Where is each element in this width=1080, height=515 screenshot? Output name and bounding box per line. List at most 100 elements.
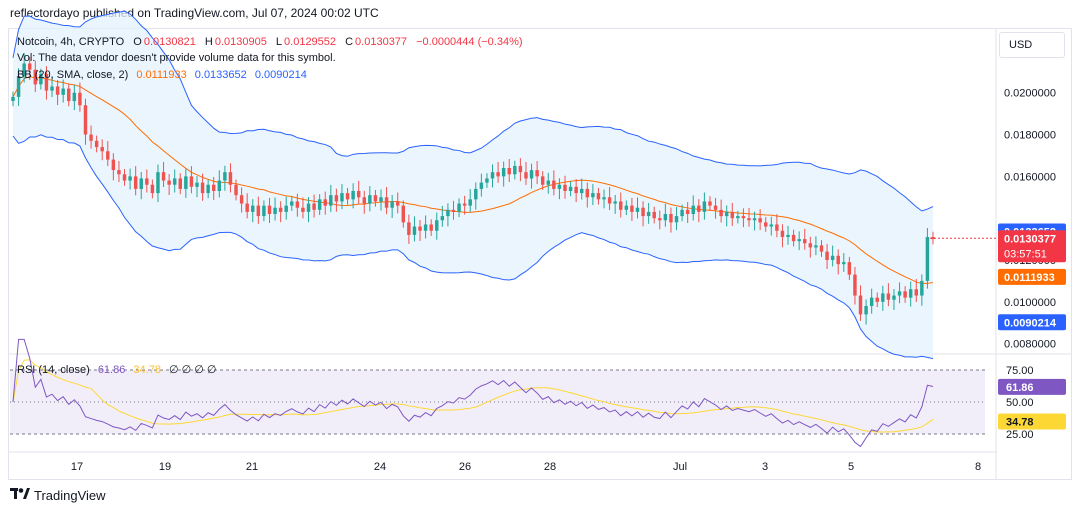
candle-body	[150, 184, 155, 194]
bb-lower-line	[12, 134, 934, 360]
open-value: 0.0130821	[143, 36, 196, 48]
candle-body	[412, 226, 417, 235]
candle	[273, 197, 277, 221]
candle	[167, 174, 171, 195]
price-tick-label: 0.0200000	[1004, 88, 1056, 100]
candle	[563, 175, 567, 199]
candle-body	[111, 159, 116, 171]
candle	[278, 201, 283, 223]
candles	[11, 53, 935, 325]
candle-body	[602, 197, 606, 200]
candle-body	[435, 220, 439, 231]
candle	[635, 197, 640, 219]
candle	[345, 187, 350, 205]
candle-body	[546, 180, 551, 185]
candle	[752, 211, 757, 231]
candle	[184, 168, 188, 198]
candle-body	[167, 180, 171, 185]
candle	[741, 208, 746, 228]
candle-body	[591, 193, 595, 198]
candle	[797, 231, 801, 251]
bb-basis-value: 0.0111933	[136, 69, 187, 81]
candle	[864, 299, 868, 325]
candle	[223, 165, 227, 191]
time-tick-label: 28	[544, 461, 556, 473]
candle-body	[568, 186, 573, 191]
candle-body	[758, 218, 762, 223]
currency-button[interactable]: USD	[999, 32, 1065, 58]
candle-body	[33, 69, 38, 85]
candle	[251, 199, 255, 223]
candle-body	[814, 245, 818, 248]
bb-label: BB (20, SMA, close, 2)	[17, 69, 129, 81]
candle-body	[842, 262, 846, 265]
candle-body	[490, 172, 495, 179]
time-tick-label: 17	[71, 461, 83, 473]
candle	[451, 200, 456, 220]
candle	[22, 53, 26, 83]
symbol-name[interactable]: Notcoin, 4h, CRYPTO	[17, 36, 125, 48]
rsi-ma-line	[12, 359, 934, 433]
candle	[312, 194, 316, 218]
candle	[713, 197, 718, 219]
candle	[708, 196, 712, 211]
candle	[914, 279, 919, 303]
candle-body	[223, 172, 227, 181]
candle-body	[334, 195, 339, 202]
candle-body	[351, 191, 355, 200]
candle-body	[55, 86, 60, 95]
candle-body	[925, 237, 930, 281]
candle-body	[763, 222, 768, 227]
rsi-legend[interactable]: RSI (14, close) 61.86 34.78 ∅ ∅ ∅ ∅	[17, 363, 219, 376]
candle-body	[730, 211, 735, 219]
candle	[100, 139, 104, 161]
candle	[83, 98, 88, 145]
candle-body	[178, 178, 183, 189]
tradingview-logo[interactable]: TradingView	[10, 488, 106, 503]
candle-body	[641, 207, 645, 217]
candle	[546, 172, 551, 194]
candle	[630, 197, 634, 221]
candle	[808, 236, 813, 258]
candle	[496, 161, 500, 183]
candle-body	[133, 176, 138, 189]
candle	[869, 288, 874, 314]
time-tick-label: 3	[762, 461, 768, 473]
candle-body	[329, 195, 333, 206]
candle	[652, 206, 656, 224]
candle	[67, 83, 71, 107]
candle	[39, 68, 43, 90]
candle	[446, 203, 450, 227]
candle-body	[401, 205, 406, 223]
candle-body	[89, 134, 93, 141]
candle-body	[72, 92, 77, 102]
candle	[11, 91, 15, 107]
candle	[94, 135, 99, 153]
candle-body	[747, 218, 751, 221]
candle	[161, 161, 166, 188]
candle-body	[106, 151, 110, 160]
candle	[217, 170, 222, 198]
candle-body	[741, 216, 746, 219]
candle	[317, 194, 322, 216]
candle	[145, 169, 149, 193]
candle-body	[786, 234, 790, 237]
candle-body	[362, 197, 367, 204]
candle	[908, 281, 913, 307]
candle-body	[446, 209, 450, 217]
bollinger-bands	[12, 10, 934, 360]
candle	[156, 164, 160, 203]
bb-basis-tag-bg	[998, 268, 1066, 285]
candle-body	[685, 209, 690, 214]
bb-legend[interactable]: BB (20, SMA, close, 2) 0.0111933 0.01336…	[17, 69, 309, 81]
candle-body	[702, 201, 707, 212]
time-axis[interactable]: 17 19 21 24 26 28 Jul 3 5 8	[71, 461, 981, 473]
candle-body	[803, 239, 807, 244]
candle	[423, 215, 428, 239]
candle	[301, 197, 305, 219]
candle-body	[312, 203, 316, 210]
candle	[267, 197, 272, 223]
candle-body	[674, 216, 679, 223]
candle-body	[540, 176, 545, 185]
